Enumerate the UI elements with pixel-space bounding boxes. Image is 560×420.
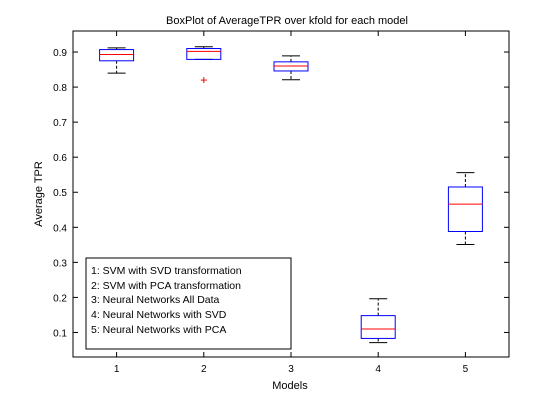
legend-line-2: 2: SVM with PCA transformation <box>91 280 241 292</box>
legend-line-5: 5: Neural Networks with PCA <box>91 324 226 336</box>
x-tick-label: 5 <box>463 364 469 375</box>
legend: 1: SVM with SVD transformation 2: SVM wi… <box>85 257 292 350</box>
y-tick-label: 0.7 <box>53 118 67 129</box>
y-tick-label: 0.2 <box>53 293 67 304</box>
x-tick-label: 2 <box>201 364 207 375</box>
iqr-box <box>99 49 135 62</box>
y-tick-label: 0.1 <box>53 328 67 339</box>
x-tick-label: 3 <box>288 364 294 375</box>
x-tick-label: 4 <box>375 364 381 375</box>
y-tick-label: 0.5 <box>53 188 67 199</box>
box-model-2 <box>186 46 222 84</box>
iqr-box <box>186 48 222 60</box>
x-tick-label: 1 <box>114 364 120 375</box>
box-model-5 <box>447 172 483 245</box>
box-model-3 <box>273 55 309 81</box>
y-tick-label: 0.8 <box>53 83 67 94</box>
iqr-box <box>360 315 396 339</box>
legend-line-1: 1: SVM with SVD transformation <box>91 265 242 277</box>
x-axis-label: Models <box>272 380 308 392</box>
box-model-4 <box>360 298 396 344</box>
box-model-1 <box>99 47 135 74</box>
y-tick-label: 0.3 <box>53 258 67 269</box>
legend-box <box>85 257 292 350</box>
box-series <box>99 46 483 344</box>
legend-line-4: 4: Neural Networks with SVD <box>91 309 227 321</box>
y-tick-label: 0.6 <box>53 153 67 164</box>
y-axis-label: Average TPR <box>33 161 45 227</box>
iqr-box <box>447 186 483 233</box>
x-axis: 1 2 3 4 5 <box>114 31 469 375</box>
y-tick-label: 0.9 <box>53 48 67 59</box>
y-tick-label: 0.4 <box>53 223 67 234</box>
legend-line-3: 3: Neural Networks All Data <box>91 294 220 306</box>
chart-title: BoxPlot of AverageTPR over kfold for eac… <box>166 15 408 27</box>
y-axis: 0.1 0.2 0.3 0.4 0.5 0.6 0.7 0.8 0.9 <box>53 48 509 339</box>
